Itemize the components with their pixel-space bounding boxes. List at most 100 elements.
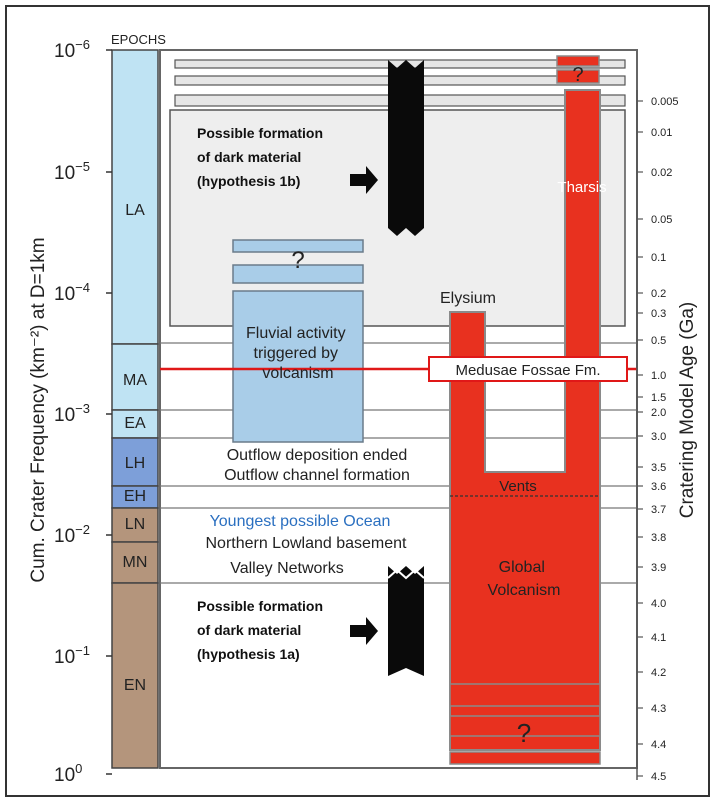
right-tick-label: 4.2 [651,667,666,679]
y-axis-label: Cum. Crater Frequency (km⁻²) at D=1km [28,237,49,582]
tick-base: 10 [54,163,75,184]
dark-1b-line: of dark material [197,149,301,165]
global-volcanism-text: Global Volcanism [488,559,561,599]
epoch-LN [111,507,159,543]
tick-base: 10 [54,41,75,62]
epoch-label-MN: MN [123,554,148,571]
left-tick-label: 100 [54,761,82,786]
right-tick-label: 0.05 [651,214,672,226]
valley-networks-label: Valley Networks [230,560,344,577]
bottom-question-mark: ? [517,718,531,748]
tick-base: 10 [54,526,75,547]
tick-exponent: −5 [75,159,90,174]
epoch-EN [111,582,159,769]
dark-material-bar-1a [388,566,424,676]
fluvial-text: Fluvial activity triggered by volcanism [246,325,350,382]
tick-base: 10 [54,765,75,786]
epoch-LA [111,49,159,345]
dark-1b-line: Possible formation [197,125,323,141]
tick-exponent: −6 [75,37,90,52]
left-tick-label: 10−2 [54,522,90,547]
right-tick-label: 0.3 [651,308,666,320]
right-tick-label: 3.9 [651,562,666,574]
epoch-label-LN: LN [125,516,145,533]
dark-1a-line: (hypothesis 1a) [197,646,300,662]
dark-1a-line: of dark material [197,622,301,638]
tick-base: 10 [54,284,75,305]
right-axis: 0.005 0.01 0.02 0.05 0.1 0.2 0.3 0.5 1.0 1.5 2.0 3.… [636,90,679,783]
epoch-label-LH: LH [125,455,145,472]
fluvial-activity-box [232,290,364,443]
fluvial-line: triggered by [254,345,339,362]
tick-exponent: −2 [75,522,90,537]
ocean-bg [192,512,408,530]
right-tick-label: 0.5 [651,335,666,347]
right-tick-label: 4.5 [651,771,666,783]
tharsis-label: Tharsis [557,179,606,196]
left-tick-label: 10−5 [54,159,90,184]
epoch-label-EH: EH [124,488,146,505]
outflow-deposition-label: Outflow deposition ended [227,447,408,464]
tharsis-strip [556,55,600,67]
right-tick-label: 4.1 [651,632,666,644]
red-strip [449,715,601,737]
zigzag-highlight [387,568,425,580]
epoch-labels: LA MA EA LH EH LN MN EN [123,202,148,694]
epoch-MN [111,541,159,584]
right-tick-label: 1.0 [651,370,666,382]
right-tick-label: 0.005 [651,96,679,108]
right-axis-label: Cratering Model Age (Ga) [677,302,698,519]
fluvial-line: Fluvial activity [246,325,346,342]
epoch-label-EA: EA [124,415,146,432]
medusae-label-box [428,356,628,382]
dark-1b-line: (hypothesis 1b) [197,173,300,189]
tick-exponent: −1 [75,643,90,658]
vents-label: Vents [499,478,537,495]
elysium-label: Elysium [440,290,496,307]
right-tick-label: 1.5 [651,392,666,404]
fluvial-line: volcanism [262,365,333,382]
lowland-bg [184,534,430,552]
left-tick-label: 10−3 [54,401,90,426]
right-tick-label: 4.4 [651,739,666,751]
arrow-1b-icon [350,166,378,194]
northern-lowland-label: Northern Lowland basement [205,535,407,552]
fluvial-strip [232,239,364,253]
tick-exponent: −4 [75,280,90,295]
dark-material-1a-text: Possible formation of dark material (hyp… [197,598,327,662]
fluvial-strip [232,264,364,284]
right-tick-label: 3.7 [651,504,666,516]
dark-1a-line: Possible formation [197,598,323,614]
fluvial-question-mark: ? [291,247,304,274]
right-tick-label: 3.6 [651,481,666,493]
epoch-column [111,49,159,769]
epoch-LH [111,437,159,487]
dark-material-1b-text: Possible formation of dark material (hyp… [197,125,327,189]
volcanism-shape [449,89,601,751]
red-strip [449,683,601,707]
dark-material-bar-1b [388,60,424,236]
valley-bg [212,558,362,576]
right-tick-label: 0.02 [651,167,672,179]
right-tick-label: 0.2 [651,288,666,300]
left-tick-label: 10−4 [54,280,90,305]
medusae-label: Medusae Fossae Fm. [455,362,600,379]
outflow-channel-label: Outflow channel formation [224,467,410,484]
arrow-1a-icon [350,617,378,645]
global-volcanism-line: Volcanism [488,582,561,599]
tharsis-question-mark: ? [572,64,583,86]
left-tick-label: 10−1 [54,643,90,668]
right-tick-label: 3.8 [651,532,666,544]
right-tick-label: 4.0 [651,598,666,610]
outflow-channel-bg [206,466,428,484]
right-tick-label: 4.3 [651,703,666,715]
global-volcanism-line: Global [499,559,545,576]
right-tick-label: 0.1 [651,252,666,264]
left-tick-label: 10−6 [54,37,90,62]
right-tick-label: 2.0 [651,407,666,419]
red-strip [449,751,601,765]
tick-exponent: −3 [75,401,90,416]
epoch-label-EN: EN [124,677,146,694]
